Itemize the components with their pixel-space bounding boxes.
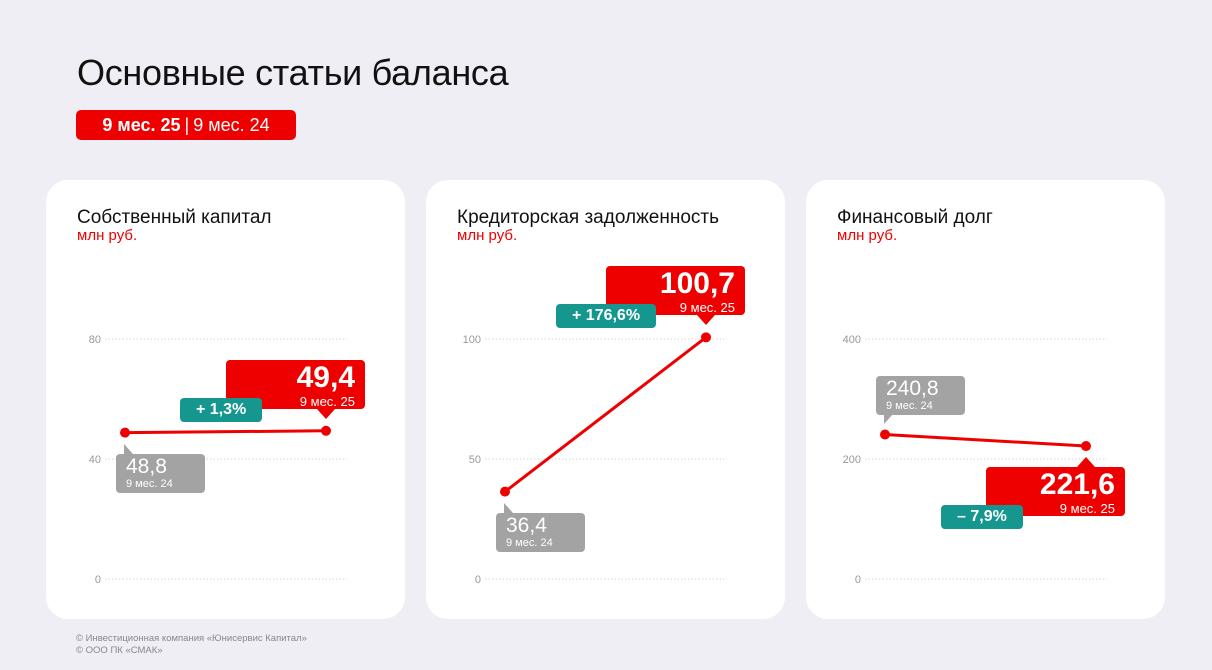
chart-unit: млн руб. [457,227,518,244]
chart-unit: млн руб. [837,227,898,244]
line-chart: 0 200 400 [843,334,1107,586]
change-badge: + 176,6% [556,304,657,329]
callout-pointer [884,413,893,424]
current-value: 100,7 [659,267,735,301]
y-tick-label: 400 [843,334,861,346]
previous-value-callout: 48,8 9 мес. 24 [116,453,205,493]
current-period: 9 мес. 25 [679,300,735,316]
y-tick-label: 0 [95,574,101,586]
chart-unit: млн руб. [77,227,138,244]
current-value-callout: 221,6 9 мес. 25 [986,467,1125,517]
chart-title: Финансовый долг [837,207,993,228]
data-point [500,486,510,497]
chart-title: Кредиторская задолженность [457,207,720,228]
current-period: 9 мес. 25 [299,393,355,409]
badge-separator: | [184,114,190,135]
current-period: 9 мес. 25 [1059,501,1115,517]
badge-previous: 9 мес. 24 [193,114,270,135]
line-chart: 0 40 80 [89,334,347,586]
data-point [321,425,331,436]
page-title: Основные статьи баланса [77,52,509,93]
callout-pointer [504,502,513,513]
series-line [124,429,327,435]
line-chart: 0 50 100 [463,332,727,586]
callout-pointer [124,443,133,454]
change-badge: + 1,3% [180,397,263,422]
previous-value: 240,8 [886,376,939,400]
y-tick-label: 0 [855,574,861,586]
callout-pointer [1077,457,1095,468]
y-tick-label: 40 [89,454,101,466]
footer: © Инвестиционная компания «Юнисервис Кап… [76,633,307,657]
previous-value: 36,4 [506,513,547,537]
footer-line: © ООО ПК «СМАК» [76,645,163,656]
previous-period: 9 мес. 24 [126,477,173,490]
chart-card: Финансовый долг млн руб. 0 200 400 240,8 9 ме… [806,180,1165,619]
y-tick-label: 80 [89,334,101,346]
current-value: 49,4 [296,360,355,394]
data-point [701,332,711,343]
previous-period: 9 мес. 24 [506,536,553,549]
series-line [504,336,707,493]
previous-value-callout: 240,8 9 мес. 24 [876,375,965,415]
y-tick-label: 100 [463,334,481,346]
chart-card: Собственный капитал млн руб. 0 40 80 48,8 9 м… [46,180,405,619]
badge-current: 9 мес. 25 [102,114,181,135]
callout-pointer [697,315,715,326]
callout-pointer [317,408,335,419]
data-point [120,427,130,438]
y-tick-label: 200 [843,454,861,466]
footer-line: © Инвестиционная компания «Юнисервис Кап… [76,633,307,644]
chart-title: Собственный капитал [77,207,272,228]
previous-value: 48,8 [126,454,167,478]
y-tick-label: 0 [475,574,481,586]
series-line [884,433,1087,448]
data-point [880,429,890,440]
previous-value-callout: 36,4 9 мес. 24 [496,512,585,552]
current-value: 221,6 [1039,468,1115,502]
change-badge: – 7,9% [941,505,1023,530]
period-badge: 9 мес. 25 | 9 мес. 24 [76,110,296,140]
y-tick-label: 50 [469,454,481,466]
data-point [1081,441,1091,452]
previous-period: 9 мес. 24 [886,399,933,412]
chart-card: Кредиторская задолженность млн руб. 0 50 10… [426,180,785,619]
